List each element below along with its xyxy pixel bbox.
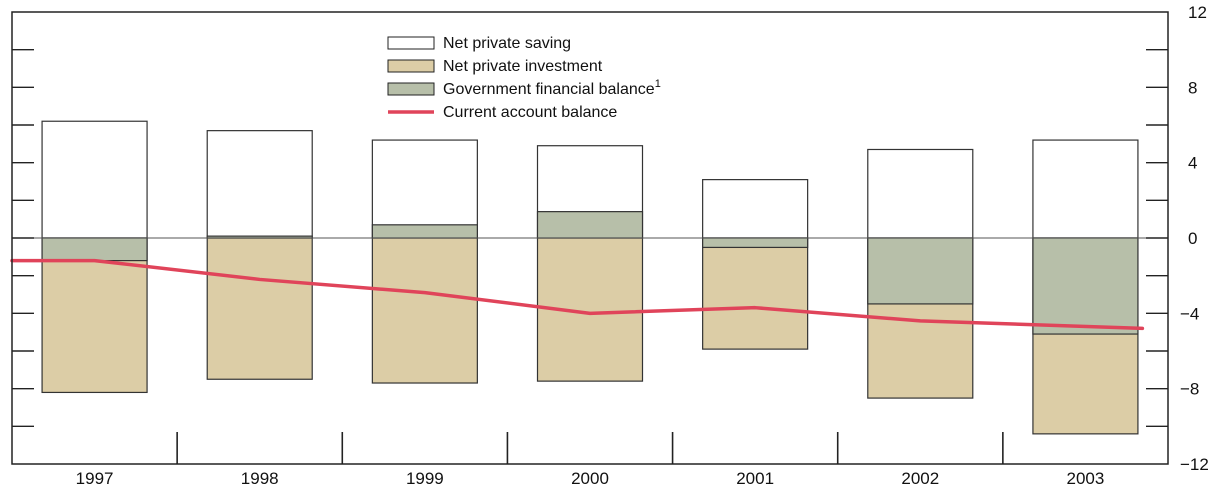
y-tick-label: −12 xyxy=(1180,455,1209,474)
legend: Net private saving Net private investmen… xyxy=(387,35,661,121)
legend-label: Government financial balance1 xyxy=(443,78,661,98)
bar-net-private-investment xyxy=(206,237,313,380)
current-account-line xyxy=(10,258,1145,331)
bar-government-balance xyxy=(371,224,478,239)
y-tick-label: 0 xyxy=(1188,229,1197,248)
bar-net-private-investment xyxy=(371,237,478,384)
right-ticks xyxy=(1146,48,1168,428)
bar-government-balance xyxy=(41,237,148,262)
x-tick-label: 2001 xyxy=(736,469,774,488)
bar-government-balance xyxy=(536,211,644,239)
y-tick-labels: 12 8 4 0 −4 −8 −12 xyxy=(1180,3,1209,474)
bar-net-private-saving xyxy=(206,130,313,239)
y-tick-label: −4 xyxy=(1180,304,1199,323)
legend-label: Net private investment xyxy=(443,58,603,75)
legend-label-text: Current account balance xyxy=(443,104,617,121)
legend-swatch-investment xyxy=(387,59,435,73)
x-tick-label: 1997 xyxy=(76,469,114,488)
x-tick-label: 2002 xyxy=(901,469,939,488)
x-tick-label: 2000 xyxy=(571,469,609,488)
bar-net-private-saving xyxy=(702,179,809,239)
bar-government-balance xyxy=(702,237,809,249)
legend-label: Current account balance xyxy=(443,104,617,121)
bar-net-private-investment xyxy=(702,237,809,350)
bar-net-private-saving xyxy=(1032,139,1139,239)
legend-label: Net private saving xyxy=(443,35,571,52)
legend-footnote-marker: 1 xyxy=(655,78,661,90)
legend-swatch-government xyxy=(387,82,435,96)
legend-label-text: Government financial balance xyxy=(443,81,655,98)
y-tick-label: 8 xyxy=(1188,78,1197,97)
x-tick-label: 1998 xyxy=(241,469,279,488)
x-tick-label: 2003 xyxy=(1067,469,1105,488)
y-tick-label: 12 xyxy=(1188,3,1207,22)
legend-label-text: Net private saving xyxy=(443,35,571,52)
left-ticks xyxy=(12,48,34,428)
bar-net-private-saving xyxy=(371,139,478,239)
category-dividers xyxy=(176,432,1004,464)
legend-label-text: Net private investment xyxy=(443,58,603,75)
x-tick-label: 1999 xyxy=(406,469,444,488)
y-tick-label: 4 xyxy=(1188,154,1197,173)
bar-government-balance xyxy=(1032,237,1139,335)
bar-net-private-saving xyxy=(867,148,974,239)
y-tick-label: −8 xyxy=(1180,380,1199,399)
legend-swatch-saving xyxy=(387,36,435,50)
bar-government-balance xyxy=(867,237,974,305)
x-tick-labels: 1997 1998 1999 2000 2001 2002 2003 xyxy=(76,469,1105,488)
bar-net-private-saving xyxy=(41,120,148,239)
